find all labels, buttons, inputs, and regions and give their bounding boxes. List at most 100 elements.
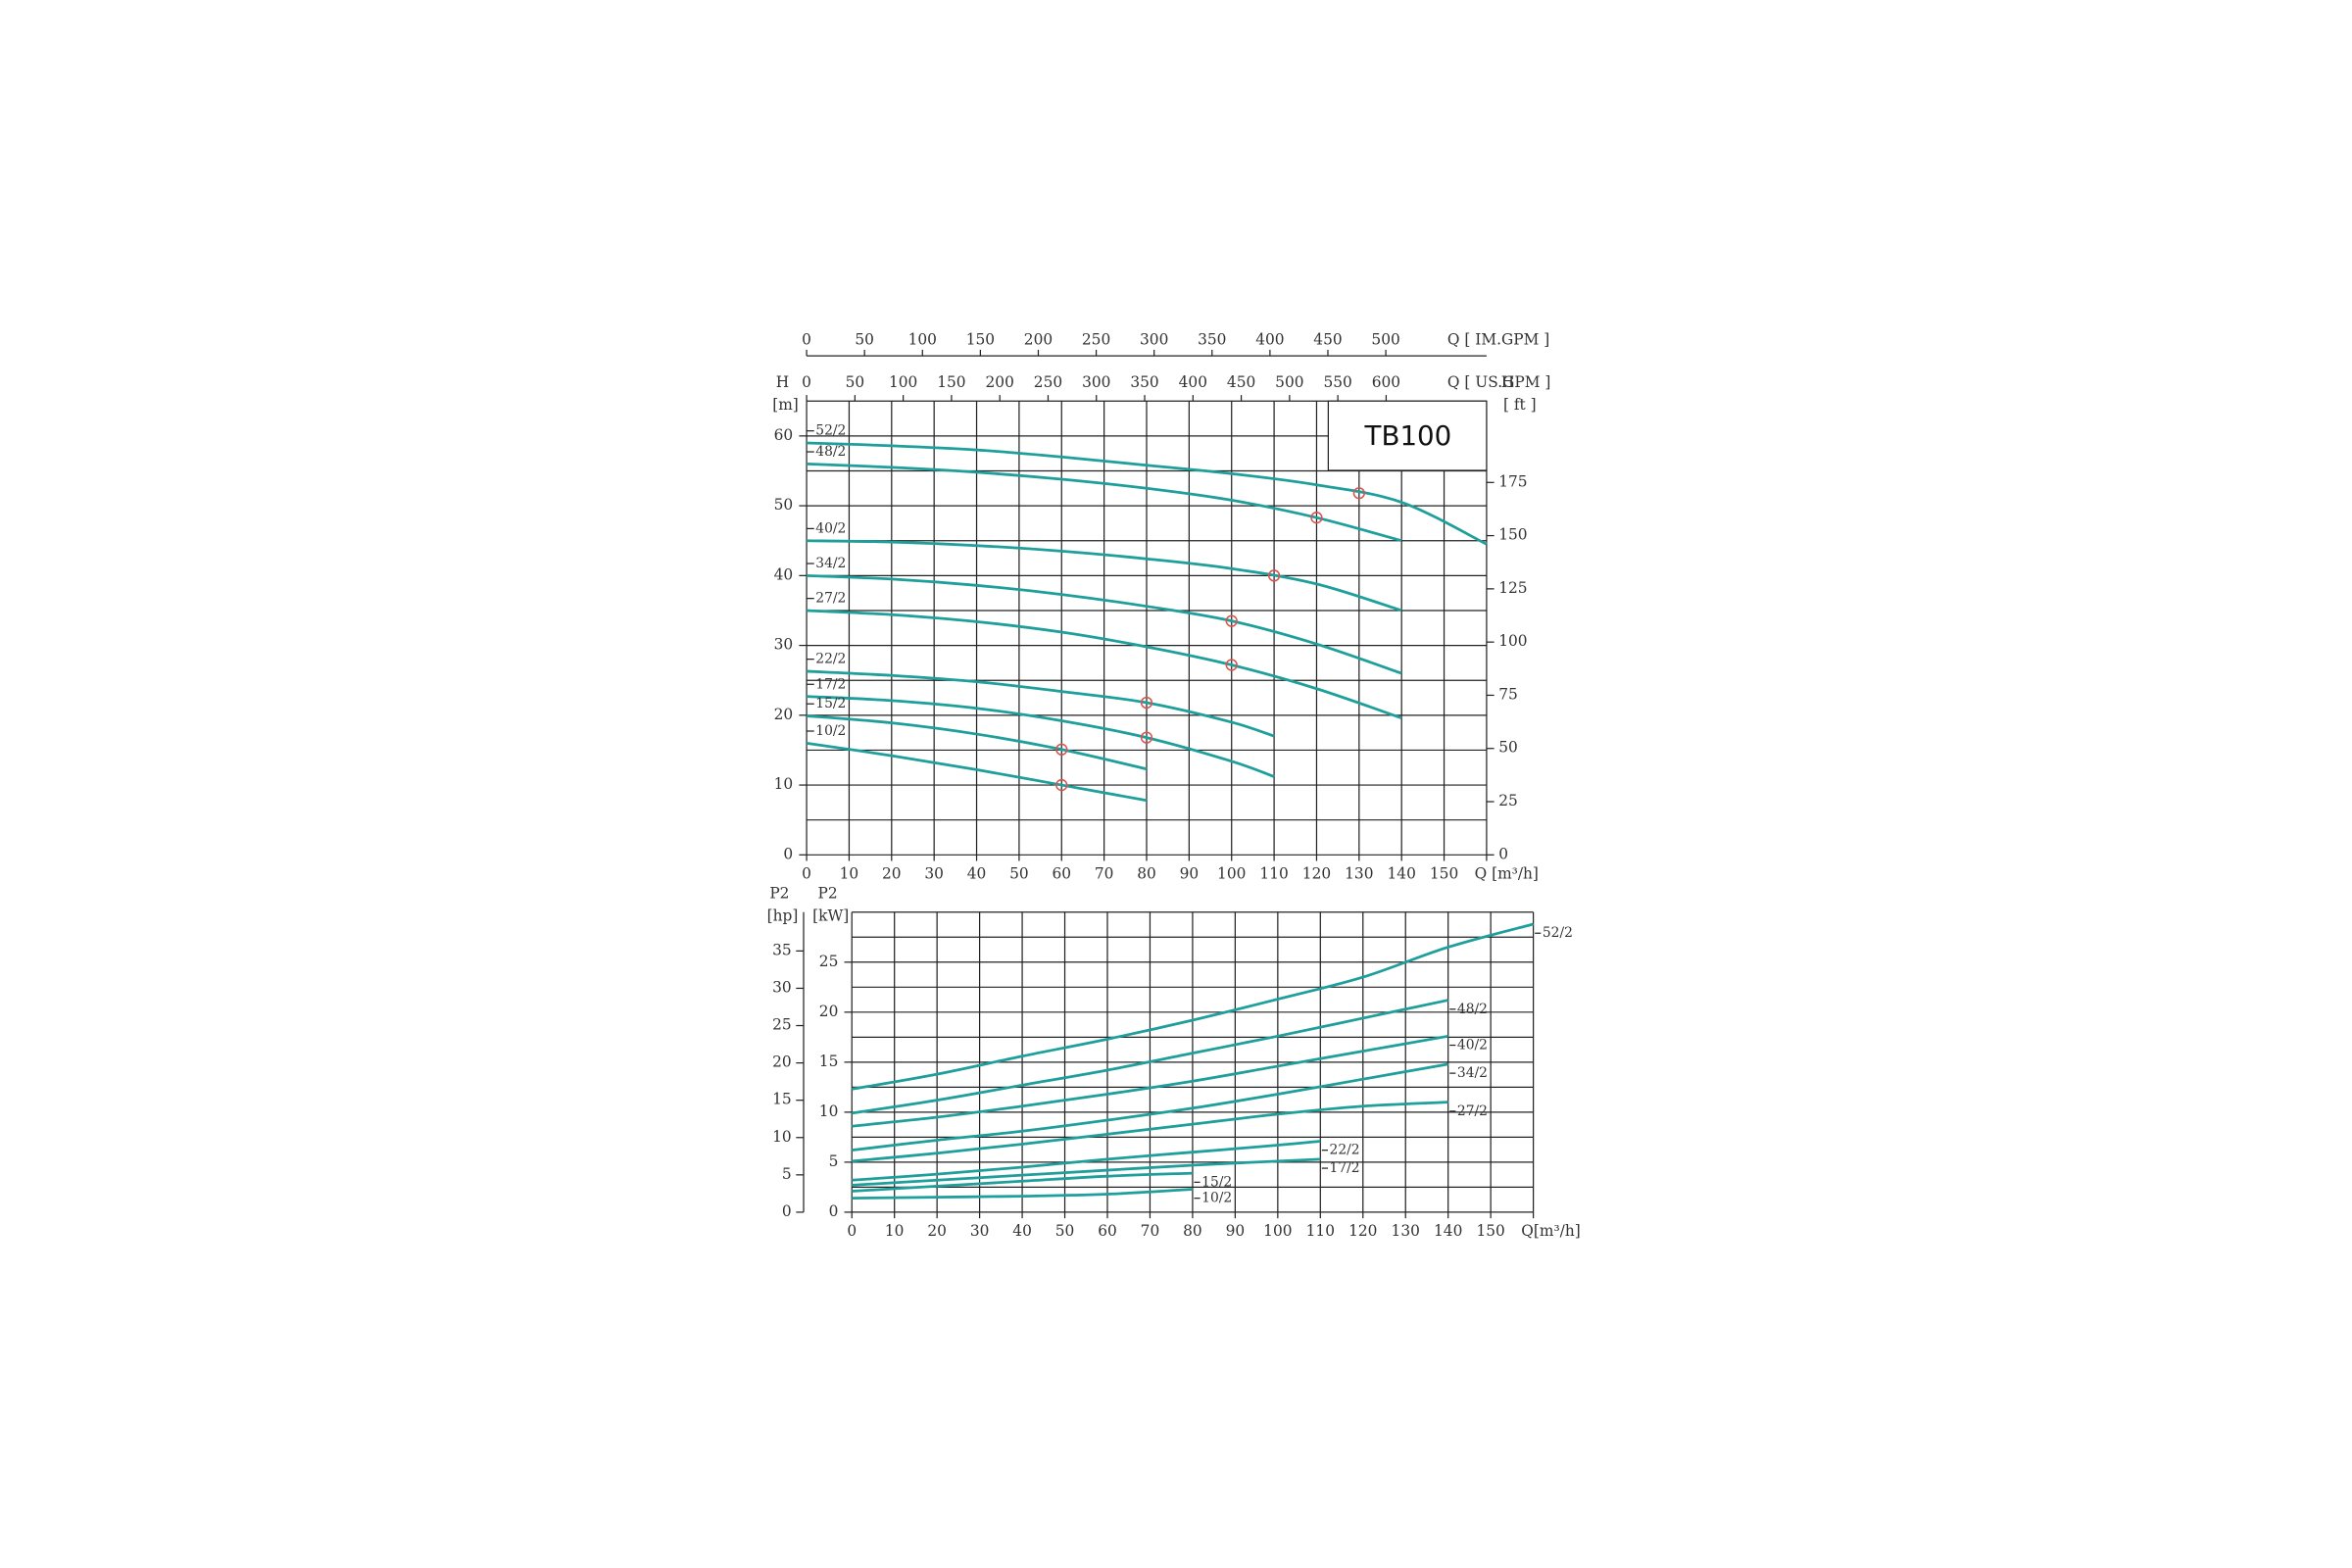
top-tick-label: 300 (1140, 331, 1168, 349)
bep-marker (1225, 659, 1238, 671)
top-tick-label: 150 (937, 373, 965, 391)
top-tick-label: 100 (889, 373, 917, 391)
curve (852, 1188, 1194, 1200)
curve-label: 40/2 (815, 520, 846, 536)
chart-title: TB100 (1364, 419, 1452, 452)
top-tick-label: 600 (1372, 373, 1400, 391)
curve (807, 462, 1402, 543)
top-tick-label: 50 (846, 373, 865, 391)
x-tick-label: 30 (970, 1222, 990, 1240)
x-tick-label: 140 (1434, 1222, 1462, 1240)
x-tick-label: 10 (885, 1222, 905, 1240)
x-tick-label: 50 (1055, 1222, 1075, 1240)
x-tick-label: 150 (1476, 1222, 1504, 1240)
x-tick-label: 70 (1141, 1222, 1160, 1240)
y-tick-label: 10 (774, 775, 794, 793)
curve-label: 40/2 (1457, 1038, 1488, 1054)
y2-tick-label: 15 (772, 1091, 792, 1108)
curve (852, 1157, 1321, 1187)
y-tick-label: 0 (829, 1202, 839, 1220)
curve-label: 34/2 (1457, 1065, 1488, 1081)
y2-tick-label: 25 (1498, 792, 1518, 809)
curve-label: 10/2 (815, 723, 846, 739)
bep-marker (1055, 743, 1068, 756)
x-tick-label: 80 (1183, 1222, 1202, 1240)
y-tick-label: 0 (783, 845, 793, 862)
top-tick-label: 350 (1130, 373, 1158, 391)
x-tick-label: 50 (1009, 864, 1029, 882)
bep-marker (1140, 696, 1153, 710)
x-tick-label: 90 (1226, 1222, 1246, 1240)
curve-label: 52/2 (1543, 925, 1573, 941)
bep-marker (1267, 569, 1281, 582)
x-tick-label: 130 (1345, 864, 1373, 882)
curve-label: 10/2 (1201, 1191, 1232, 1206)
top-tick-label: 500 (1371, 331, 1399, 349)
x-tick-label: 100 (1263, 1222, 1292, 1240)
top-tick-label: 450 (1313, 331, 1342, 349)
y-axis-label: H (776, 373, 789, 391)
y-tick-label: 40 (774, 565, 794, 583)
y2-tick-label: 30 (772, 978, 792, 996)
top-tick-label: 450 (1227, 373, 1255, 391)
y2-tick-label: 10 (772, 1128, 792, 1146)
y-tick-label: 20 (819, 1003, 839, 1020)
top-tick-label: 50 (855, 331, 874, 349)
top-tick-label: 200 (986, 373, 1014, 391)
bep-marker (1310, 512, 1323, 524)
curve-label: 15/2 (815, 696, 846, 711)
x-tick-label: 100 (1217, 864, 1246, 882)
y-tick-label: 15 (819, 1053, 839, 1070)
x-tick-label: 150 (1430, 864, 1458, 882)
x-tick-label: 120 (1348, 1222, 1377, 1240)
x-tick-label: 70 (1095, 864, 1114, 882)
top-tick-label: 400 (1255, 331, 1284, 349)
y2-tick-label: 0 (1498, 845, 1508, 862)
y-tick-label: 50 (774, 496, 794, 514)
curve-label: 52/2 (815, 423, 846, 439)
top-tick-label: 200 (1024, 331, 1053, 349)
curve (806, 714, 1148, 771)
curve-label: 27/2 (815, 591, 846, 607)
x-tick-label: 20 (927, 1222, 947, 1240)
top-tick-label: 350 (1198, 331, 1226, 349)
y-tick-label: 5 (829, 1152, 839, 1170)
x-tick-label: 140 (1388, 864, 1416, 882)
y2-tick-label: 5 (782, 1165, 792, 1183)
x-tick-label: 110 (1306, 1222, 1335, 1240)
y-tick-label: 10 (819, 1102, 839, 1120)
y-tick-label: 20 (774, 706, 794, 723)
curve-label: 48/2 (1457, 1002, 1488, 1017)
y2-axis-unit: [ ft ] (1503, 396, 1537, 414)
top-tick-label: 0 (802, 331, 811, 349)
curve (852, 1101, 1448, 1163)
curve (807, 669, 1275, 738)
y2-tick-label: 150 (1498, 526, 1527, 544)
y2-tick-label: 25 (772, 1016, 792, 1034)
curve-label: 17/2 (1330, 1160, 1360, 1176)
x-axis-label: Q[m³/h] (1521, 1222, 1580, 1240)
curve (807, 539, 1402, 612)
top-tick-label: 550 (1323, 373, 1351, 391)
x-tick-label: 0 (802, 864, 811, 882)
top-tick-label: 500 (1275, 373, 1303, 391)
curve (806, 741, 1148, 803)
curve-label: 17/2 (815, 676, 846, 692)
y-axis-unit: [m] (772, 396, 799, 414)
curve-label: 22/2 (815, 652, 846, 667)
bep-marker (1352, 487, 1365, 500)
curve (852, 1062, 1448, 1152)
bep-marker (1055, 778, 1068, 792)
y2-axis-unit: [hp] (767, 906, 799, 924)
curve (852, 1140, 1321, 1182)
y2-axis-label: P2 (769, 884, 789, 902)
y-axis-unit: [kW] (812, 906, 849, 924)
curve (851, 922, 1534, 1091)
curve-label: 27/2 (1457, 1103, 1488, 1119)
x-tick-label: 80 (1137, 864, 1156, 882)
top-tick-label: 400 (1179, 373, 1207, 391)
x-tick-label: 20 (882, 864, 902, 882)
x-tick-label: 30 (924, 864, 944, 882)
curve (852, 1034, 1448, 1128)
